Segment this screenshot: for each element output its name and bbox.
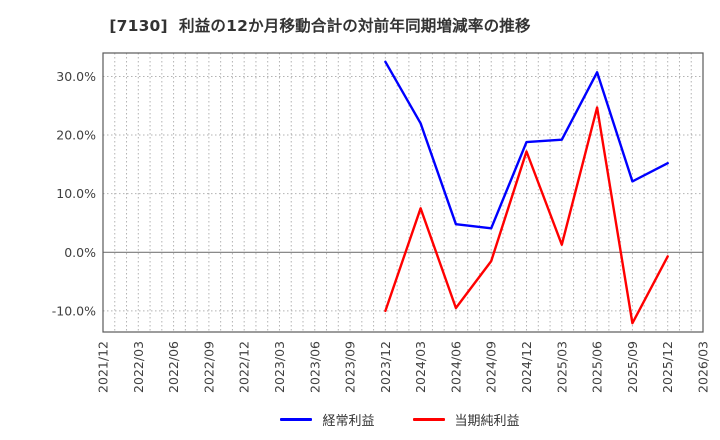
- y-tick-label: 30.0%: [56, 69, 96, 84]
- plot-background: [103, 53, 703, 332]
- x-tick-label: 2025/06: [590, 341, 605, 393]
- y-tick-label: 0.0%: [64, 245, 96, 260]
- series-line-ordinary-profit: [384, 60, 669, 230]
- x-tick-label: 2025/09: [625, 341, 640, 393]
- x-tick-label: 2023/12: [378, 341, 393, 393]
- x-tick-label: 2024/03: [413, 341, 428, 393]
- legend-line-red-icon: [412, 417, 445, 421]
- legend-item-net-income: 当期純利益: [412, 410, 520, 429]
- legend: 経常利益 当期純利益: [80, 406, 720, 432]
- legend-item-ordinary-profit: 経常利益: [280, 410, 375, 429]
- x-tick-label: 2024/12: [519, 341, 534, 393]
- x-tick-label: 2023/06: [307, 341, 322, 393]
- x-tick-label: 2022/12: [237, 341, 252, 393]
- x-tick-label: 2026/03: [696, 341, 711, 393]
- series-line-net-income: [384, 106, 669, 325]
- plot-border: [102, 52, 704, 333]
- y-tick-label: 10.0%: [56, 186, 96, 201]
- x-tick-label: 2023/03: [272, 341, 287, 393]
- x-tick-label: 2022/06: [166, 341, 181, 393]
- y-tick-label: -10.0%: [52, 303, 96, 318]
- x-tick-label: 2024/06: [448, 341, 463, 393]
- legend-line-blue-icon: [280, 417, 313, 421]
- x-tick-label: 2022/09: [201, 341, 216, 393]
- legend-label-net-income: 当期純利益: [454, 413, 520, 429]
- x-tick-label: 2022/03: [131, 341, 146, 393]
- legend-label-ordinary-profit: 経常利益: [322, 413, 375, 429]
- x-tick-label: 2025/03: [554, 341, 569, 393]
- x-tick-label: 2021/12: [96, 341, 111, 393]
- x-tick-label: 2025/12: [660, 341, 675, 393]
- chart-title: [7130] 利益の12か月移動合計の対前年同期増減率の推移: [109, 17, 531, 35]
- x-tick-label: 2024/09: [484, 341, 499, 393]
- x-tick-label: 2023/09: [343, 341, 358, 393]
- y-tick-label: 20.0%: [56, 128, 96, 143]
